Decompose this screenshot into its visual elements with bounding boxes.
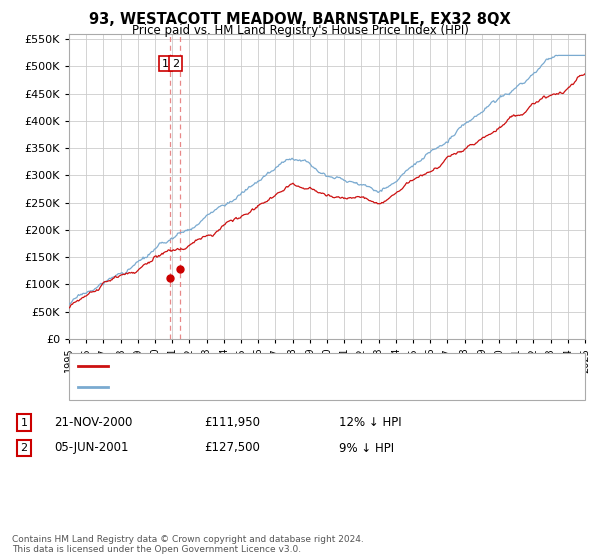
Text: £127,500: £127,500: [204, 441, 260, 455]
Text: £111,950: £111,950: [204, 416, 260, 430]
Text: 93, WESTACOTT MEADOW, BARNSTAPLE, EX32 8QX (detached house): 93, WESTACOTT MEADOW, BARNSTAPLE, EX32 8…: [112, 361, 475, 371]
Text: 1: 1: [20, 418, 28, 428]
Text: 05-JUN-2001: 05-JUN-2001: [54, 441, 128, 455]
Text: HPI: Average price, detached house, North Devon: HPI: Average price, detached house, Nort…: [112, 382, 371, 392]
Text: Contains HM Land Registry data © Crown copyright and database right 2024.
This d: Contains HM Land Registry data © Crown c…: [12, 535, 364, 554]
Text: 2: 2: [172, 59, 179, 68]
Text: 2: 2: [20, 443, 28, 453]
Text: 12% ↓ HPI: 12% ↓ HPI: [339, 416, 401, 430]
Text: 21-NOV-2000: 21-NOV-2000: [54, 416, 133, 430]
Text: 93, WESTACOTT MEADOW, BARNSTAPLE, EX32 8QX: 93, WESTACOTT MEADOW, BARNSTAPLE, EX32 8…: [89, 12, 511, 27]
Text: Price paid vs. HM Land Registry's House Price Index (HPI): Price paid vs. HM Land Registry's House …: [131, 24, 469, 36]
Text: 9% ↓ HPI: 9% ↓ HPI: [339, 441, 394, 455]
Text: 1: 1: [162, 59, 169, 68]
